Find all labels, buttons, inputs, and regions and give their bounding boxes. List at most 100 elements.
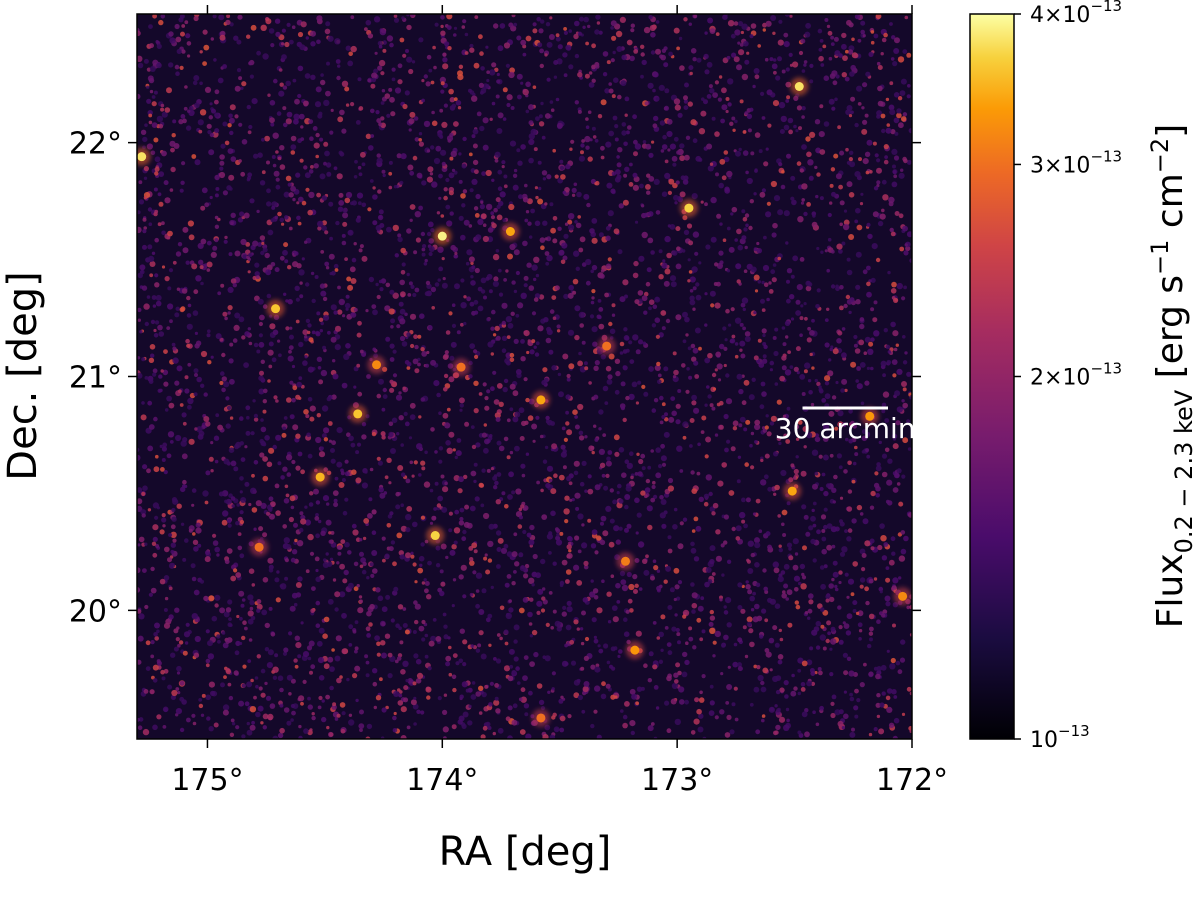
noise-speck [503, 543, 509, 549]
noise-speck [664, 626, 669, 630]
noise-speck [754, 423, 761, 431]
noise-speck [283, 707, 290, 713]
noise-speck [574, 220, 578, 224]
noise-speck [633, 49, 639, 54]
noise-speck [525, 452, 530, 456]
noise-speck [183, 631, 191, 638]
noise-speck [517, 302, 524, 309]
noise-speck [461, 25, 466, 29]
noise-speck [875, 485, 881, 492]
noise-speck [469, 505, 476, 512]
noise-speck [255, 684, 259, 689]
noise-speck [824, 393, 831, 400]
noise-speck [667, 548, 673, 554]
noise-speck [175, 708, 182, 715]
noise-speck [138, 613, 145, 620]
noise-speck [814, 671, 818, 675]
noise-speck [790, 196, 795, 201]
noise-speck [876, 693, 881, 698]
noise-speck [137, 210, 141, 215]
noise-speck [839, 150, 845, 156]
noise-speck [528, 690, 533, 696]
noise-speck [447, 46, 452, 51]
noise-speck [227, 305, 233, 311]
noise-speck [695, 294, 702, 301]
noise-speck [728, 323, 732, 327]
noise-speck [820, 624, 825, 629]
noise-speck [645, 184, 651, 190]
noise-speck [865, 170, 870, 175]
noise-speck [891, 35, 896, 40]
noise-speck [382, 48, 387, 53]
noise-speck [253, 413, 258, 418]
noise-speck [583, 193, 590, 200]
noise-speck [161, 676, 166, 681]
noise-speck [772, 58, 777, 62]
noise-speck [300, 621, 304, 625]
noise-speck [442, 486, 449, 493]
noise-speck [299, 158, 304, 163]
noise-speck [228, 113, 233, 119]
noise-speck [773, 70, 777, 75]
noise-speck [164, 197, 171, 204]
noise-speck [817, 28, 823, 34]
noise-speck [828, 358, 832, 362]
noise-speck [451, 323, 457, 328]
noise-speck [613, 77, 619, 83]
noise-speck [162, 725, 167, 729]
noise-speck [487, 558, 493, 563]
noise-speck [176, 365, 183, 372]
noise-speck [624, 459, 630, 465]
noise-speck [831, 106, 836, 111]
noise-speck [771, 63, 778, 70]
noise-speck [468, 152, 473, 157]
noise-speck [163, 470, 168, 475]
noise-speck [281, 222, 285, 226]
noise-speck [262, 713, 269, 720]
noise-speck [594, 550, 599, 555]
noise-speck [837, 720, 844, 727]
noise-speck [783, 124, 790, 131]
noise-speck [529, 349, 535, 355]
noise-speck [493, 699, 500, 706]
noise-speck [764, 57, 769, 62]
noise-speck [881, 179, 887, 185]
noise-speck [457, 74, 464, 81]
noise-speck [724, 338, 728, 342]
noise-speck [377, 65, 383, 71]
noise-speck [762, 333, 766, 338]
noise-speck [682, 179, 689, 185]
noise-speck [485, 169, 492, 177]
noise-speck [142, 485, 148, 492]
noise-speck [305, 318, 311, 324]
noise-speck [881, 208, 885, 213]
noise-speck [850, 592, 855, 597]
noise-speck [891, 281, 897, 288]
noise-speck [854, 171, 861, 178]
noise-speck [341, 478, 346, 482]
noise-speck [336, 173, 343, 180]
noise-speck [398, 301, 404, 307]
noise-speck [486, 78, 490, 83]
noise-speck [591, 126, 596, 131]
noise-speck [555, 539, 563, 546]
noise-speck [264, 622, 270, 629]
noise-speck [810, 515, 816, 522]
noise-speck [587, 156, 593, 162]
noise-speck [327, 35, 334, 42]
noise-speck [462, 529, 467, 535]
noise-speck [217, 639, 221, 644]
noise-speck [674, 104, 681, 111]
noise-speck [501, 320, 506, 326]
noise-speck [783, 563, 790, 570]
noise-speck [155, 300, 162, 307]
noise-speck [473, 479, 477, 484]
noise-speck [424, 291, 430, 297]
noise-speck [674, 718, 681, 726]
noise-speck [463, 521, 470, 528]
noise-speck [459, 694, 464, 699]
noise-speck [691, 488, 698, 494]
noise-speck [458, 476, 464, 483]
noise-speck [279, 82, 284, 87]
noise-speck [431, 306, 436, 310]
